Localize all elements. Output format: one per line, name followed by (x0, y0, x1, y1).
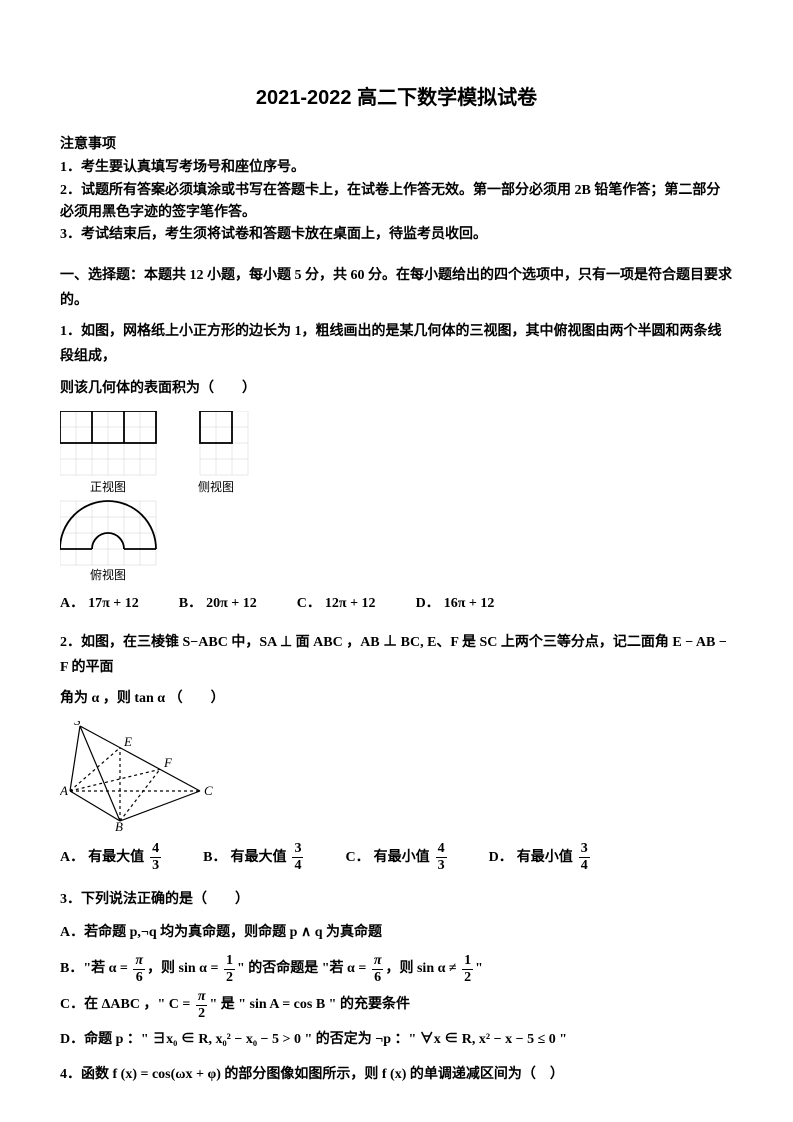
notice-2: 2．试题所有答案必须填涂或书写在答题卡上，在试卷上作答无效。第一部分必须用 2B… (60, 180, 733, 225)
q2-opt-a: A．有最大值43 (60, 841, 163, 873)
top-label: 俯视图 (90, 567, 126, 581)
svg-text:F: F (163, 755, 173, 770)
q1-opt-b: B．20π + 12 (179, 591, 257, 616)
svg-text:E: E (123, 734, 132, 749)
front-label: 正视图 (90, 479, 126, 494)
q3-c: C．在 ΔABC ，" C = π2" 是 " sin A = cos B " … (60, 989, 733, 1021)
q1-figure: 正视图 侧视图 俯视图 (60, 411, 733, 581)
q3-b: B．"若 α = π6，则 sin α = 12" 的否命题是 "若 α = π… (60, 953, 733, 985)
q1-options: A．17π + 12 B．20π + 12 C．12π + 12 D．16π +… (60, 591, 733, 616)
q1-text-1: 1．如图，网格纸上小正方形的边长为 1，粗线画出的是某几何体的三视图，其中俯视图… (60, 319, 733, 369)
q2-opt-d: D．有最小值34 (489, 841, 592, 873)
q2-text2: 角为 α ，则 tan α （ ） (60, 686, 733, 711)
svg-text:A: A (60, 783, 68, 798)
q1-text-2: 则该几何体的表面积为（ ） (60, 376, 733, 401)
notice-heading: 注意事项 (60, 132, 733, 157)
q1-opt-a: A．17π + 12 (60, 591, 139, 616)
q3-text: 3．下列说法正确的是（ ） (60, 887, 733, 912)
svg-text:S: S (74, 721, 81, 728)
svg-text:B: B (115, 819, 123, 831)
page-title: 2021-2022 高二下数学模拟试卷 (60, 80, 733, 116)
q2-opt-b: B．有最大值34 (203, 841, 305, 873)
q4-text: 4．函数 f (x) = cos(ωx + φ) 的部分图像如图所示，则 f (… (60, 1062, 733, 1087)
q1-opt-d: D．16π + 12 (416, 591, 495, 616)
q2-opt-c: C．有最小值43 (345, 841, 448, 873)
q2-text: 2．如图，在三棱锥 S−ABC 中，SA ⊥ 面 ABC ，AB ⊥ BC, E… (60, 630, 733, 680)
q2-options: A．有最大值43 B．有最大值34 C．有最小值43 D．有最小值34 (60, 841, 733, 873)
q1-opt-c: C．12π + 12 (297, 591, 376, 616)
q3-a: A．若命题 p,¬q 均为真命题，则命题 p ∧ q 为真命题 (60, 918, 733, 949)
section1-intro: 一、选择题：本题共 12 小题，每小题 5 分，共 60 分。在每小题给出的四个… (60, 263, 733, 313)
notice-3: 3．考试结束后，考生须将试卷和答题卡放在桌面上，待监考员收回。 (60, 224, 733, 246)
notice-1: 1．考生要认真填写考场号和座位序号。 (60, 157, 733, 179)
side-label: 侧视图 (198, 479, 234, 494)
svg-text:C: C (204, 783, 213, 798)
q3-d: D．命题 p ：" ∃x₀ ∈ R, x₀² − x₀ − 5 > 0 " 的否… (60, 1025, 733, 1056)
q2-figure: S A B C E F (60, 721, 733, 831)
